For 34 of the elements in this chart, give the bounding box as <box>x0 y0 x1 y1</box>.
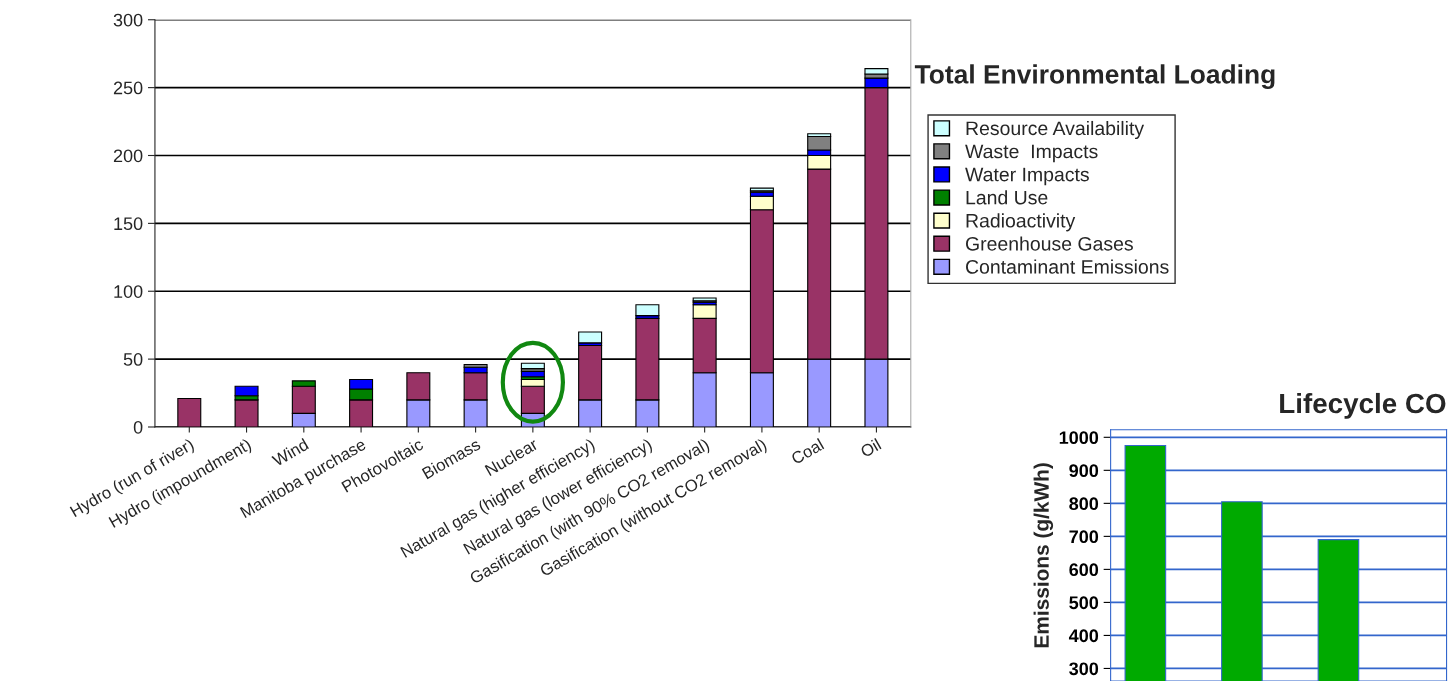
legend-label: Water Impacts <box>965 167 1089 186</box>
legend-label: Resource Availability <box>966 120 1145 140</box>
y-tick-label: 500 <box>1069 596 1099 610</box>
x-tick-label: Oil <box>859 437 882 458</box>
y-axis-title: Emissions (g/kWh) <box>1033 463 1054 648</box>
chart-title: Lifecycle CO <box>1280 392 1446 419</box>
bar <box>578 331 603 344</box>
y-tick-label: 600 <box>1069 563 1099 577</box>
y-tick-label: 1000 <box>1059 431 1099 445</box>
y-tick-label: 250 <box>113 81 143 95</box>
bar <box>177 397 202 427</box>
y-tick-label: 50 <box>123 353 143 366</box>
bar <box>864 68 889 75</box>
y-tick-label: 150 <box>114 217 143 231</box>
y-tick-label: 300 <box>1069 662 1099 676</box>
y-tick-label: 700 <box>1069 530 1099 544</box>
y-tick-label: 300 <box>113 13 143 27</box>
text: Total Environmental Loading <box>914 64 1275 89</box>
y-tick-label: 400 <box>1068 629 1099 643</box>
bar <box>635 304 660 317</box>
y-tick-label: 200 <box>113 149 143 163</box>
bar <box>234 385 259 397</box>
legend-label: Radioactivity <box>966 213 1076 232</box>
legend-label: Waste Impacts <box>965 144 1098 163</box>
y-tick-label: 900 <box>1069 464 1099 478</box>
x-tick-label: Coal <box>790 437 825 465</box>
bar <box>520 362 545 370</box>
legend-label: Land Use <box>966 190 1048 205</box>
legend-label: Contaminant Emissions <box>966 259 1169 274</box>
y-tick-label: 800 <box>1069 497 1099 511</box>
bar <box>234 399 259 427</box>
legend-label: Greenhouse Gases <box>966 236 1133 251</box>
y-tick-label: 0 <box>133 420 143 434</box>
y-tick-label: 100 <box>114 285 143 298</box>
